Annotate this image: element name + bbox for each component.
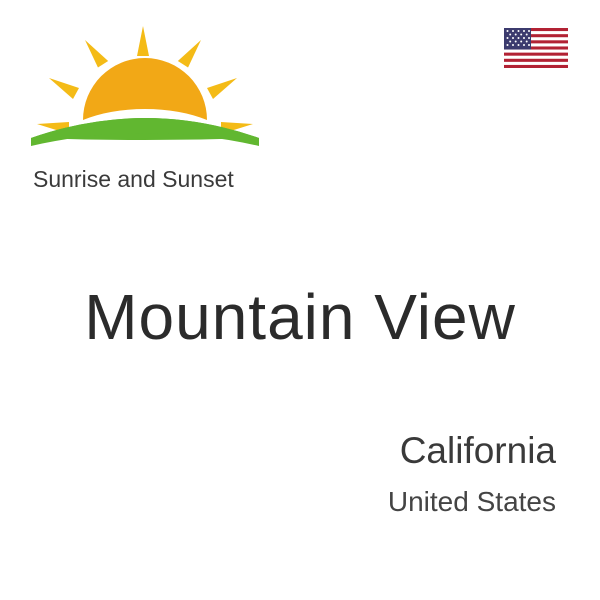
city-name: Mountain View xyxy=(0,280,600,354)
country-name: United States xyxy=(388,486,556,518)
sunrise-icon xyxy=(25,20,265,160)
region-name: California xyxy=(388,430,556,472)
region-block: California United States xyxy=(388,430,556,518)
country-flag-icon xyxy=(504,28,568,68)
tagline-text: Sunrise and Sunset xyxy=(33,166,285,193)
logo-block: Sunrise and Sunset xyxy=(25,20,285,193)
